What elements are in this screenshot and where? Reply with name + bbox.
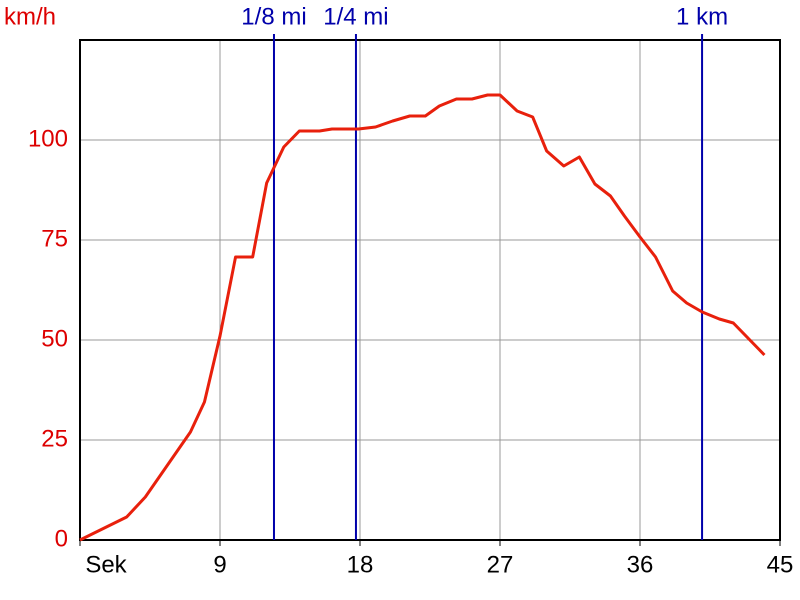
y-tick-label: 50	[41, 325, 68, 352]
y-tick-label: 75	[41, 225, 68, 252]
x-tick-label: 36	[627, 551, 654, 578]
distance-label: 1/4 mi	[323, 3, 388, 30]
y-tick-label: 100	[28, 125, 68, 152]
distance-label: 1 km	[676, 3, 728, 30]
distance-label: 1/8 mi	[241, 3, 306, 30]
x-tick-label: 9	[213, 551, 226, 578]
x-tick-label: Sek	[85, 551, 127, 578]
x-tick-label: 18	[347, 551, 374, 578]
speed-line	[79, 93, 766, 542]
x-tick-label: 27	[487, 551, 514, 578]
x-tick-label: 45	[767, 551, 794, 578]
plot-frame	[79, 39, 781, 541]
y-tick-label: 25	[41, 425, 68, 452]
y-tick-label: 0	[55, 525, 68, 552]
y-axis-label: km/h	[4, 3, 56, 30]
plot-area	[80, 40, 780, 540]
